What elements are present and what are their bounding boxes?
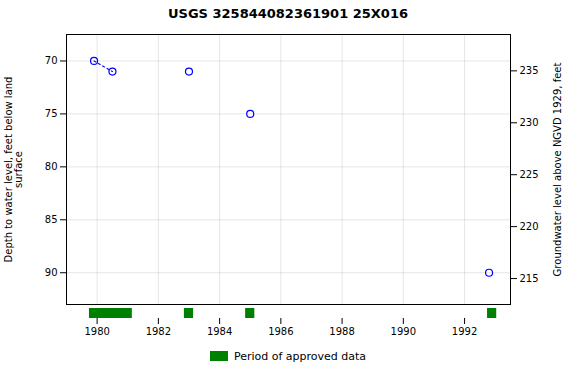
svg-text:1982: 1982 — [146, 326, 171, 337]
svg-text:75: 75 — [45, 108, 58, 119]
svg-text:1988: 1988 — [329, 326, 354, 337]
svg-text:1990: 1990 — [391, 326, 416, 337]
svg-text:70: 70 — [45, 55, 58, 66]
svg-text:1984: 1984 — [207, 326, 232, 337]
svg-text:225: 225 — [520, 169, 539, 180]
html-text:USGS 325844082361901 25X016: USGS 325844082361901 25X016 — [168, 6, 408, 21]
svg-text:1980: 1980 — [84, 326, 109, 337]
svg-text:1986: 1986 — [268, 326, 293, 337]
svg-text:230: 230 — [520, 117, 539, 128]
svg-text:Depth to water level, feet bel: Depth to water level, feet below landsur… — [3, 77, 24, 263]
svg-text:215: 215 — [520, 273, 539, 284]
svg-text:85: 85 — [45, 214, 58, 225]
svg-text:90: 90 — [45, 267, 58, 278]
svg-text:80: 80 — [45, 161, 58, 172]
svg-text:220: 220 — [520, 221, 539, 232]
svg-text:Groundwater level above NGVD 1: Groundwater level above NGVD 1929, feet — [552, 63, 563, 277]
svg-text:235: 235 — [520, 65, 539, 76]
svg-text:1992: 1992 — [452, 326, 477, 337]
html-text:Period of approved data: Period of approved data — [233, 349, 367, 363]
